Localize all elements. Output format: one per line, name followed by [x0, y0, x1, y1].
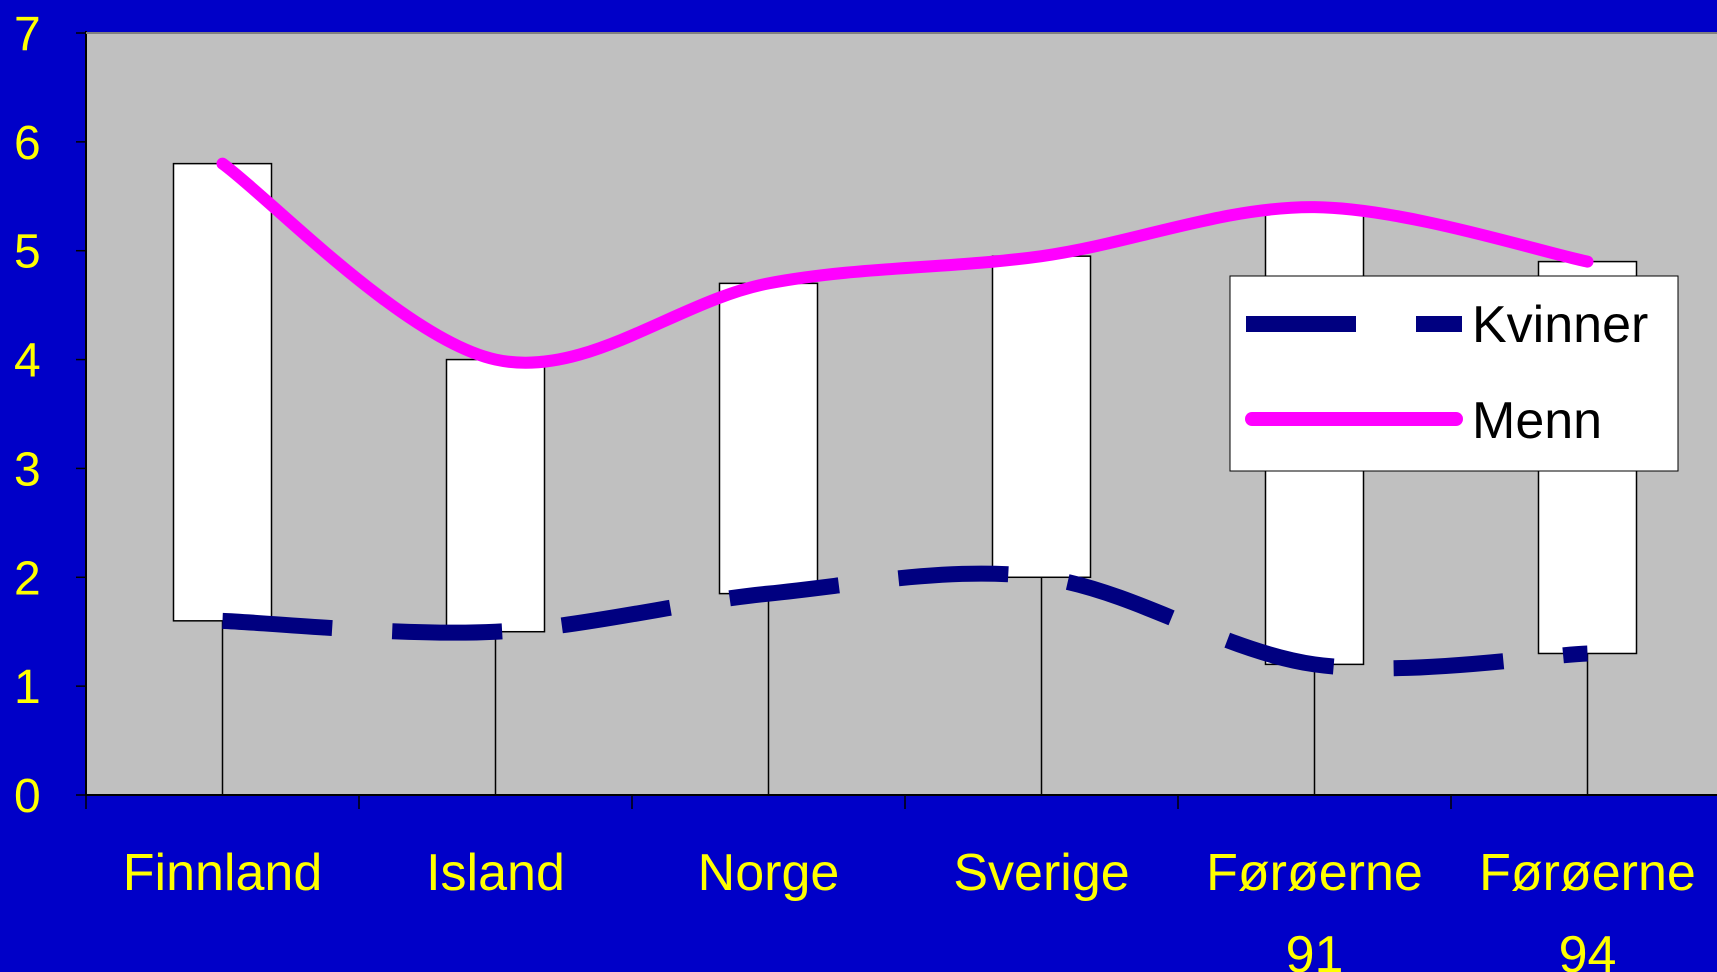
x-tick-label: Førøerne [1206, 844, 1423, 902]
x-tick-label: 94 [1559, 926, 1617, 972]
y-tick-label: 2 [14, 552, 41, 605]
legend-label-kvinner: Kvinner [1472, 296, 1648, 354]
high-low-bar [445, 358, 546, 633]
legend-label-menn: Menn [1472, 392, 1602, 450]
y-tick-label: 0 [14, 770, 41, 823]
series-lines [216, 157, 1594, 677]
axis-labels: 0 1 2 3 4 5 6 7 Finnland Island Norge Sverige Førøer… [14, 8, 1696, 972]
series-line-menn [216, 157, 1594, 369]
legend-box [1229, 275, 1679, 472]
x-tick-label: Island [426, 844, 565, 902]
y-tick-label: 7 [14, 8, 41, 61]
axes [76, 31, 1717, 809]
y-tick-label: 6 [14, 117, 41, 170]
y-tick-label: 5 [14, 226, 41, 279]
x-tick-label: Norge [698, 844, 840, 902]
x-tick-label: Førøerne [1479, 844, 1696, 902]
y-tick-label: 1 [14, 661, 41, 714]
x-tick-label: Finnland [123, 844, 322, 902]
legend: Kvinner Menn [1229, 275, 1679, 472]
high-low-bar [172, 162, 273, 622]
x-tick-label: 91 [1286, 926, 1344, 972]
y-tick-label: 3 [14, 443, 41, 496]
x-tick-label: Sverige [953, 844, 1129, 902]
y-tick-label: 4 [14, 335, 41, 388]
high-low-bar [718, 282, 819, 595]
high-low-bar [991, 255, 1092, 579]
series-line-kvinner [222, 565, 1588, 677]
